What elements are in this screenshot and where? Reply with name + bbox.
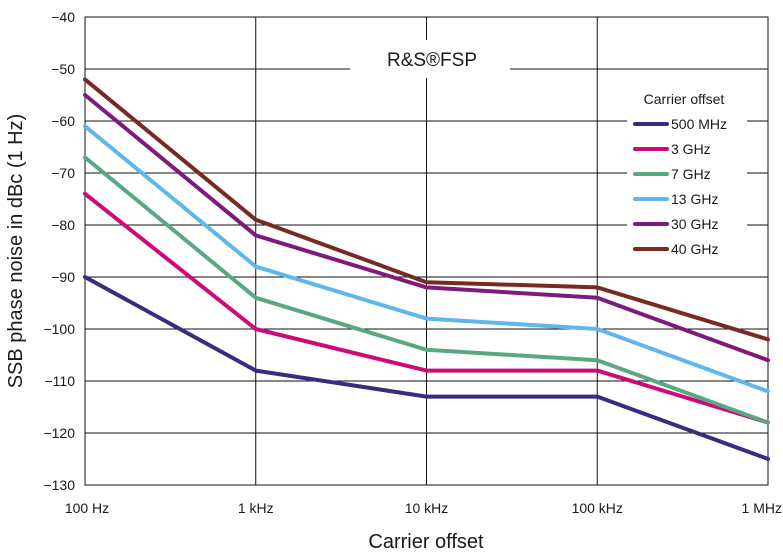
y-tick-label: −50 [51, 61, 75, 77]
y-tick-label: −70 [51, 165, 75, 181]
series-line-500-mhz [83, 275, 770, 461]
legend: 500 MHz 3 GHz 7 GHz 13 GHz 30 GHz 40 GHz [633, 116, 727, 257]
legend-label: 7 GHz [671, 166, 711, 182]
y-tick-label: −110 [45, 373, 76, 389]
legend-label: 500 MHz [671, 116, 727, 132]
series-line-3-ghz [83, 191, 770, 425]
chart-title: R&S®FSP [387, 50, 477, 71]
y-tick-labels: −40 −50 −60 −70 −80 −90 −100 −110 −120 −130 [43, 9, 75, 493]
legend-label: 40 GHz [671, 241, 718, 257]
x-tick-labels: 100 Hz 1 kHz 10 kHz 100 kHz 1 MHz [65, 500, 782, 516]
x-tick-label: 100 kHz [572, 500, 623, 516]
series-line-7-ghz [83, 155, 770, 425]
y-tick-label: −100 [43, 321, 75, 337]
series-lines [83, 77, 770, 461]
x-axis-label: Carrier offset [368, 531, 484, 553]
y-tick-label: −60 [51, 113, 75, 129]
series-line-40-ghz [83, 77, 770, 342]
y-axis-label: SSB phase noise in dBc (1 Hz) [5, 114, 27, 389]
x-tick-label: 1 kHz [238, 500, 274, 516]
series-line-30-ghz [83, 93, 770, 363]
series-line-13-ghz [83, 124, 770, 394]
legend-label: 3 GHz [671, 141, 711, 157]
legend-label: 13 GHz [671, 191, 718, 207]
y-tick-label: −130 [43, 477, 75, 493]
legend-title: Carrier offset [644, 91, 725, 107]
x-tick-label: 1 MHz [742, 500, 782, 516]
y-tick-label: −40 [51, 9, 75, 25]
x-tick-label: 10 kHz [405, 500, 449, 516]
y-tick-label: −90 [51, 269, 75, 285]
legend-label: 30 GHz [671, 216, 718, 232]
x-tick-label: 100 Hz [65, 500, 109, 516]
y-tick-label: −120 [43, 425, 75, 441]
chart-title-box [350, 40, 510, 78]
y-tick-label: −80 [51, 217, 75, 233]
